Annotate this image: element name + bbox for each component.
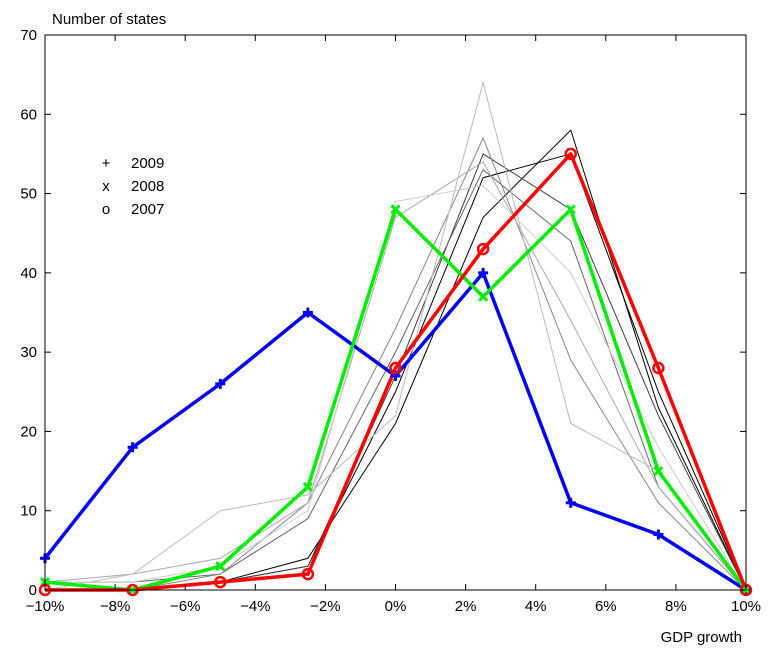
background-series-line (45, 168, 747, 591)
x-tick-label: −8% (100, 598, 130, 615)
data-point-2009 (653, 529, 664, 540)
y-tick-label: 40 (20, 265, 37, 282)
series-line-2007 (45, 152, 748, 592)
data-point-2007 (301, 567, 315, 581)
data-point-2008 (302, 481, 313, 492)
background-series-line (44, 129, 747, 591)
data-point-2008 (653, 466, 664, 477)
background-series-line (44, 161, 747, 591)
legend-marker: o (102, 201, 110, 218)
data-point-2007 (476, 242, 490, 256)
data-point-2008 (478, 291, 489, 302)
data-point-2007 (389, 361, 402, 375)
x-axis-label: GDP growth (661, 629, 742, 646)
x-tick-label: −2% (310, 598, 340, 615)
data-point-2007 (214, 575, 227, 589)
y-tick-label: 30 (20, 344, 37, 361)
y-tick-label: 60 (20, 106, 37, 123)
series-line-2008 (44, 207, 748, 592)
data-point-2008 (565, 204, 576, 215)
legend-marker: + (102, 155, 111, 172)
data-point-2009 (127, 442, 138, 453)
background-series-line (44, 80, 747, 591)
x-tick-label: 8% (665, 598, 687, 615)
x-tick-label: −10% (26, 598, 65, 615)
x-tick-label: −6% (170, 598, 200, 615)
x-tick-label: 0% (385, 598, 407, 615)
x-tick-label: 4% (525, 598, 547, 615)
x-tick-label: 10% (731, 598, 761, 615)
data-point-2008 (215, 561, 226, 572)
y-tick-label: 10 (20, 503, 37, 520)
y-tick-label: 20 (20, 423, 37, 440)
y-tick-label: 0 (29, 582, 37, 599)
data-point-2009 (478, 267, 489, 278)
legend-label-2007: 2007 (131, 201, 164, 218)
data-point-2009 (302, 307, 313, 318)
y-axis-label: Number of states (52, 11, 166, 28)
data-point-2007 (652, 361, 665, 375)
series-line-2009 (43, 271, 747, 592)
y-axis-ticks: 0 10 20 30 40 50 60 70 (20, 27, 746, 599)
data-point-2009 (215, 378, 226, 389)
x-tick-label: −4% (240, 598, 270, 615)
data-point-2009 (565, 497, 576, 508)
x-tick-label: 6% (595, 598, 617, 615)
legend-marker: x (102, 178, 110, 195)
x-axis-ticks: −10% −8% −6% −4% −2% 0% 2% 4% 6% 8% 10% (26, 35, 761, 615)
x-tick-label: 2% (455, 598, 477, 615)
y-tick-label: 50 (20, 186, 37, 203)
legend-label-2008: 2008 (131, 178, 164, 195)
legend-label-2009: 2009 (131, 155, 164, 172)
data-point-2007 (564, 147, 577, 161)
y-tick-label: 70 (20, 27, 37, 44)
plot-frame (44, 34, 747, 591)
data-point-2008 (390, 204, 401, 215)
legend: +2009 x 2008 o 2007 (102, 155, 165, 218)
